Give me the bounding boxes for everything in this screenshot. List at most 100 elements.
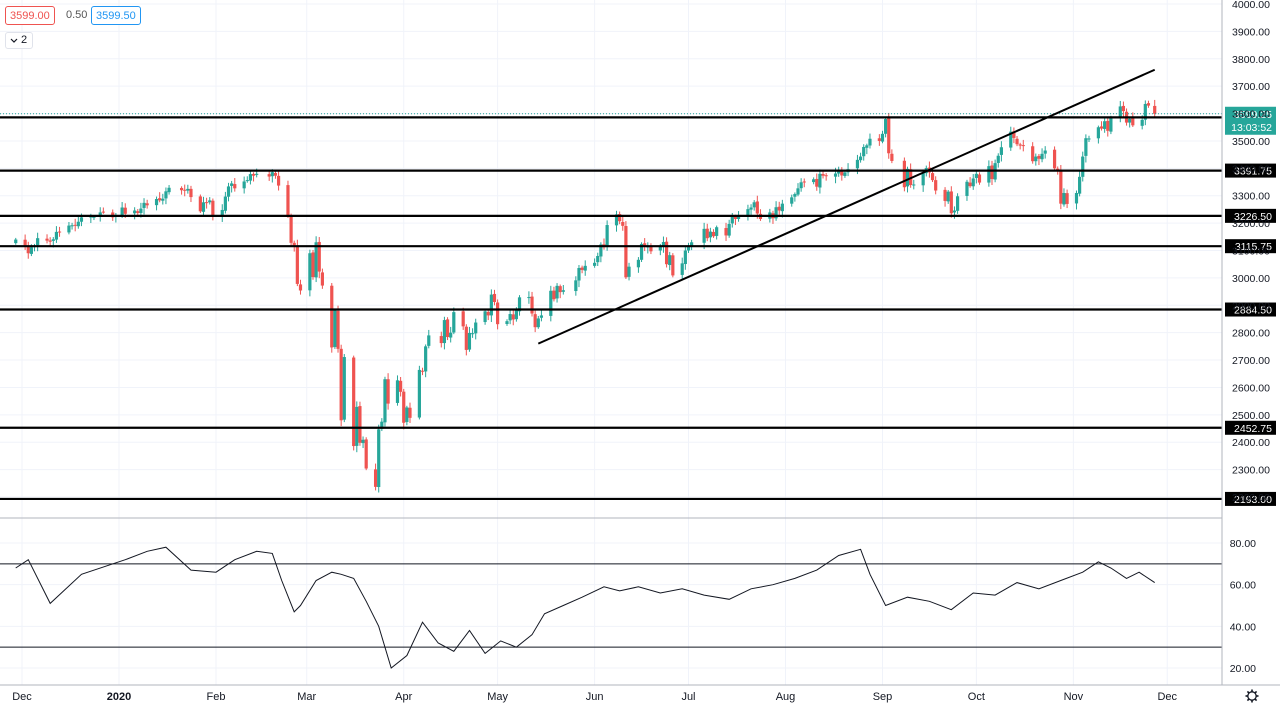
rsi-tick-label: 20.00 bbox=[1230, 663, 1256, 675]
horizontal-level: 2452.75 bbox=[0, 420, 1276, 435]
candle bbox=[702, 222, 706, 250]
candle bbox=[649, 243, 653, 255]
candle-body bbox=[1087, 138, 1091, 140]
candle-body bbox=[1034, 156, 1038, 162]
candle bbox=[977, 172, 982, 185]
gear-tooth bbox=[1254, 690, 1258, 694]
ask-price-button[interactable]: 3599.50 bbox=[91, 6, 141, 25]
candle bbox=[724, 222, 728, 241]
candle bbox=[602, 238, 606, 250]
candle-body bbox=[311, 252, 315, 278]
candle bbox=[26, 241, 30, 259]
bid-price-button[interactable]: 3599.00 bbox=[5, 6, 55, 25]
candle-body bbox=[205, 202, 209, 204]
candle bbox=[971, 174, 975, 190]
candle-body bbox=[780, 203, 784, 212]
horizontal-levels[interactable]: 3586.00 3391.75 3226.50 3115.75 2884.50 2452.… bbox=[0, 106, 1276, 506]
candle bbox=[517, 295, 522, 316]
candle bbox=[934, 176, 938, 195]
candle-body bbox=[599, 244, 603, 257]
candle-body bbox=[23, 239, 27, 247]
price-tick-label: 3300.00 bbox=[1232, 191, 1270, 203]
candle-body bbox=[496, 302, 500, 325]
time-axis[interactable]: Dec 2020 Feb Mar Apr May Jun Jul Aug Sep Oct Nov Dec bbox=[0, 684, 1280, 703]
candle bbox=[452, 307, 456, 335]
candle bbox=[965, 179, 969, 201]
candle bbox=[865, 143, 869, 155]
candle-body bbox=[133, 210, 137, 214]
candle bbox=[705, 223, 709, 242]
candle bbox=[683, 245, 687, 270]
candle-body bbox=[912, 184, 916, 186]
candle bbox=[251, 172, 256, 182]
candle-body bbox=[273, 172, 278, 176]
candle-body bbox=[1021, 145, 1025, 147]
horizontal-level: 2884.50 bbox=[0, 302, 1276, 317]
candle bbox=[1118, 100, 1122, 123]
candle bbox=[1009, 126, 1013, 151]
candle bbox=[474, 318, 478, 340]
candle bbox=[377, 424, 381, 493]
candle-body bbox=[533, 314, 537, 328]
candle-body bbox=[1106, 120, 1110, 131]
price-tick-label: 2900.00 bbox=[1232, 300, 1270, 312]
candle-body bbox=[999, 147, 1003, 155]
time-tick-label: Dec bbox=[12, 691, 32, 703]
candle-body bbox=[179, 187, 184, 191]
candle bbox=[145, 199, 149, 209]
candle-body bbox=[868, 138, 872, 146]
candle-body bbox=[1143, 103, 1147, 120]
spread-value: 0.50 bbox=[62, 6, 92, 25]
candle-body bbox=[1084, 138, 1088, 156]
candle-body bbox=[230, 183, 234, 186]
trendline-drawing[interactable] bbox=[537, 68, 1156, 345]
time-tick-label: Apr bbox=[395, 691, 412, 703]
candle-body bbox=[708, 231, 712, 238]
candle bbox=[818, 169, 822, 194]
candle-body bbox=[402, 391, 406, 423]
candle-body bbox=[1078, 176, 1082, 194]
candle bbox=[189, 185, 193, 203]
candle-body bbox=[1059, 170, 1063, 204]
candle-body bbox=[1118, 106, 1122, 118]
candle bbox=[464, 324, 468, 356]
candle bbox=[1040, 148, 1044, 163]
candle-body bbox=[580, 267, 584, 270]
candle bbox=[890, 149, 894, 164]
price-axis[interactable]: 4000.00 3900.00 3800.00 3700.00 3600.00 3500.… bbox=[1221, 0, 1270, 685]
candle-body bbox=[467, 332, 472, 350]
candle bbox=[364, 437, 368, 471]
candle-body bbox=[921, 172, 925, 186]
candle bbox=[133, 207, 137, 220]
candle-body bbox=[1018, 144, 1022, 146]
time-tick-label: Jun bbox=[586, 691, 604, 703]
candle-body bbox=[527, 297, 531, 299]
candle bbox=[1099, 121, 1104, 131]
candle bbox=[439, 331, 443, 348]
candle bbox=[57, 226, 62, 237]
candle bbox=[987, 160, 991, 187]
candle bbox=[14, 237, 18, 245]
candle-body bbox=[1031, 146, 1035, 162]
level-label: 2193.00 bbox=[1234, 494, 1272, 506]
candle bbox=[949, 186, 953, 218]
candle-body bbox=[514, 310, 518, 320]
candle bbox=[643, 238, 647, 252]
candle bbox=[902, 157, 906, 192]
candle bbox=[815, 173, 819, 191]
candle bbox=[1087, 135, 1091, 142]
candle bbox=[646, 242, 650, 254]
collapse-indicators-button[interactable]: 2 bbox=[5, 32, 33, 49]
candle bbox=[530, 291, 534, 317]
candle-body bbox=[1040, 153, 1044, 160]
candle bbox=[333, 308, 337, 349]
time-tick-label: Jul bbox=[681, 691, 695, 703]
settings-gear-icon[interactable] bbox=[1245, 689, 1259, 703]
candle-body bbox=[474, 322, 478, 334]
rsi-tick-label: 40.00 bbox=[1230, 621, 1256, 633]
candle-body bbox=[186, 188, 190, 191]
candle bbox=[1012, 127, 1016, 144]
candle bbox=[220, 204, 224, 222]
candle bbox=[621, 215, 625, 231]
